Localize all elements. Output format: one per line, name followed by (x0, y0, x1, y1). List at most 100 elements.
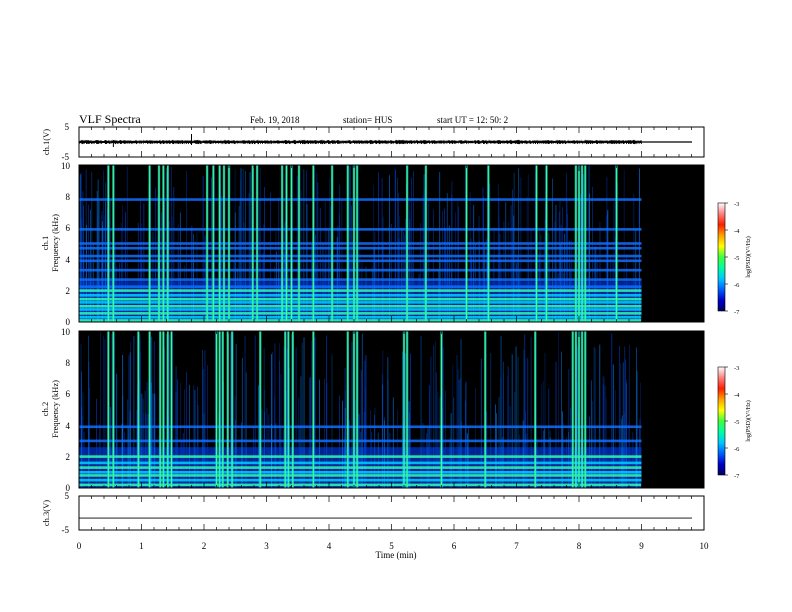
burst-column-core (137, 331, 139, 488)
noise-streak (243, 222, 245, 322)
colorbar-ch2: -3 -4 -5 -6 -7 log(PSD)(V²/Hz) (717, 365, 752, 480)
noise-streak (570, 240, 572, 322)
noise-streak (538, 255, 540, 322)
noise-streak (105, 182, 107, 322)
noise-streak (445, 228, 446, 322)
noise-streak (513, 215, 515, 322)
spec1-ytick-label: 0 (66, 317, 71, 327)
noise-streak (283, 429, 284, 488)
burst-column-core (572, 331, 574, 488)
noise-streak (411, 177, 412, 322)
noise-streak (603, 384, 605, 488)
noise-streak (259, 168, 261, 322)
burst-column-core (312, 331, 314, 488)
noise-streak (493, 227, 495, 322)
frequency-band (79, 474, 642, 477)
noise-streak (640, 382, 642, 488)
spec1-ytick-label: 2 (66, 286, 71, 296)
noise-streak (523, 349, 525, 488)
noise-streak (238, 206, 240, 322)
noise-streak (552, 178, 554, 322)
noise-streak (147, 414, 149, 488)
noise-streak (611, 333, 613, 488)
noise-streak (542, 380, 544, 488)
noise-streak (88, 335, 89, 488)
frequency-band (79, 471, 642, 474)
noise-streak (613, 202, 615, 322)
waveform-line (78, 139, 642, 145)
burst-column-core (291, 165, 292, 322)
noise-streak (381, 178, 383, 322)
noise-streak (365, 431, 367, 488)
noise-streak (317, 182, 319, 322)
frequency-band (79, 312, 642, 315)
burst-column-core (581, 331, 583, 488)
noise-streak (244, 335, 246, 488)
ch1-ytick-label: 5 (65, 122, 70, 132)
spec2-ytick-label: 4 (66, 421, 71, 431)
noise-streak (348, 420, 350, 488)
noise-streak (603, 377, 605, 488)
ch3-ytick-label: 5 (65, 491, 70, 501)
burst-column-core (107, 165, 109, 322)
noise-streak (628, 344, 630, 488)
noise-streak (83, 248, 85, 322)
noise-streak (543, 430, 545, 488)
noise-streak (383, 420, 385, 488)
noise-streak (625, 379, 627, 488)
noise-streak (79, 273, 81, 322)
noise-streak (342, 400, 343, 488)
x-tick-label: 3 (264, 541, 269, 551)
noise-streak (583, 183, 585, 322)
noise-streak (412, 254, 414, 322)
colorbar-ch1: -3 -4 -5 -6 -7 log(PSD)(V²/Hz) (717, 201, 752, 316)
noise-streak (303, 169, 305, 322)
noise-streak (104, 215, 106, 322)
noise-streak (439, 397, 441, 488)
chart-title: VLF Spectra (79, 112, 141, 126)
header-station: station= HUS (343, 115, 392, 125)
frequency-band (79, 254, 642, 258)
noise-streak (564, 233, 566, 322)
noise-streak (197, 386, 198, 488)
noise-streak (151, 378, 153, 488)
noise-streak (326, 334, 328, 488)
burst-column-core (228, 165, 230, 322)
noise-streak (486, 411, 488, 488)
noise-streak (180, 383, 182, 488)
panel-waveform-ch3: 5 -5 ch.3(V) (41, 491, 705, 535)
x-tick-label: 9 (639, 541, 644, 551)
burst-column-core (227, 331, 229, 488)
noise-streak (593, 346, 595, 488)
noise-streak (612, 261, 614, 322)
noise-streak (254, 335, 256, 488)
noise-streak (554, 221, 556, 322)
colorbar-ch1-tick: -6 (734, 282, 740, 289)
noise-streak (591, 401, 593, 488)
x-tick-label: 5 (389, 541, 394, 551)
frequency-band (79, 285, 642, 288)
noise-streak (301, 342, 303, 488)
frequency-band (79, 278, 642, 281)
noise-streak (125, 212, 126, 322)
noise-streak (145, 413, 147, 488)
x-axis-tick-labels: 0 1 2 3 4 5 6 7 8 9 10 (77, 541, 709, 551)
burst-column-core (281, 165, 283, 322)
noise-streak (624, 359, 626, 488)
noise-streak (401, 227, 403, 322)
noise-streak (592, 186, 593, 322)
noise-streak (283, 346, 285, 488)
spec1-ytick-label: 10 (61, 161, 71, 171)
noise-streak (560, 243, 562, 322)
noise-streak (264, 187, 265, 322)
noise-streak (274, 343, 276, 488)
spec1-ytick-label: 8 (66, 192, 71, 202)
colorbar-ch1-label: log(PSD)(V²/Hz) (745, 236, 752, 277)
noise-streak (319, 379, 320, 488)
burst-column-core (487, 165, 489, 322)
burst-column-core (536, 165, 537, 322)
noise-streak (127, 399, 129, 488)
noise-streak (275, 231, 277, 322)
colorbar-ch2-tick: -6 (734, 446, 740, 453)
noise-streak (599, 221, 601, 322)
